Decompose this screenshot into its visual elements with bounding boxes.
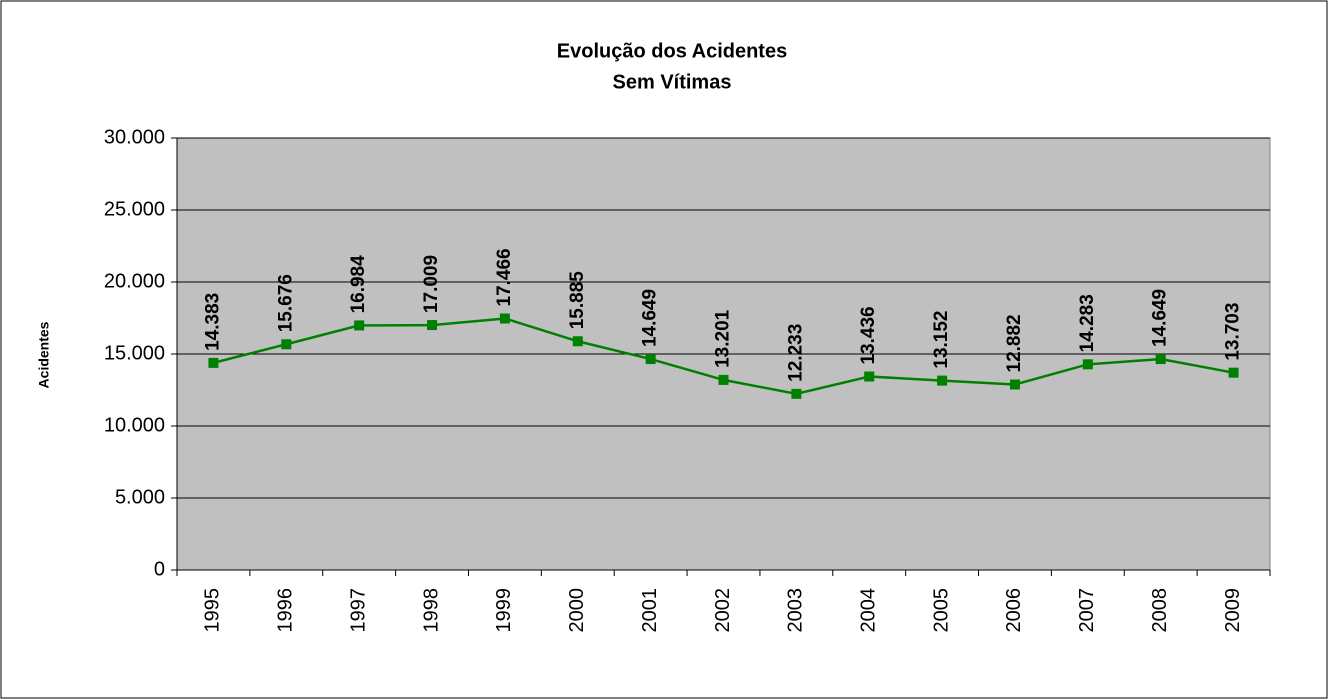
- y-tick-label: 20.000: [104, 270, 165, 292]
- marker: [281, 339, 292, 350]
- marker: [937, 375, 948, 386]
- x-tick-label: 2009: [1222, 588, 1244, 633]
- x-tick-label: 1997: [347, 588, 369, 633]
- data-label: 17.009: [421, 255, 442, 313]
- chart-subtitle: Sem Vítimas: [613, 71, 732, 93]
- y-tick-label: 10.000: [104, 414, 165, 436]
- data-label: 14.649: [1150, 289, 1171, 347]
- x-tick-label: 2006: [1003, 588, 1025, 633]
- x-tick-label: 2004: [858, 588, 880, 633]
- x-tick-label: 2003: [785, 588, 807, 633]
- y-tick-label: 25.000: [104, 198, 165, 220]
- y-tick-label: 15.000: [104, 342, 165, 364]
- data-label: 13.436: [858, 306, 879, 364]
- marker: [864, 371, 875, 382]
- x-tick-label: 2008: [1149, 588, 1171, 633]
- marker: [1228, 367, 1239, 378]
- marker: [208, 357, 219, 368]
- marker: [1009, 379, 1020, 390]
- data-label: 13.703: [1223, 303, 1244, 361]
- data-label: 13.152: [931, 310, 952, 368]
- data-label: 12.233: [785, 324, 806, 382]
- x-tick-label: 1999: [493, 588, 515, 633]
- data-label: 15.676: [275, 274, 296, 332]
- y-tick-label: 0: [154, 558, 165, 580]
- x-tick-label: 1996: [275, 588, 297, 633]
- data-label: 16.984: [348, 255, 369, 314]
- x-tick-label: 2005: [930, 588, 952, 633]
- x-tick-label: 2000: [566, 588, 588, 633]
- marker: [718, 374, 729, 385]
- data-label: 17.466: [494, 248, 515, 306]
- data-label: 12.882: [1004, 314, 1025, 372]
- marker: [354, 320, 365, 331]
- marker: [791, 388, 802, 399]
- y-axis-label: Acidentes: [36, 321, 52, 388]
- y-tick-label: 30.000: [104, 126, 165, 148]
- x-tick-label: 1995: [202, 588, 224, 633]
- x-tick-label: 1998: [420, 588, 442, 633]
- data-label: 14.383: [202, 293, 223, 351]
- x-tick-label: 2002: [712, 588, 734, 633]
- data-label: 14.283: [1077, 294, 1098, 352]
- x-tick-label: 2001: [639, 588, 661, 633]
- chart-title: Evolução dos Acidentes: [557, 40, 787, 62]
- marker: [499, 313, 510, 324]
- data-label: 13.201: [713, 309, 734, 368]
- marker: [1082, 359, 1093, 370]
- marker: [572, 336, 583, 347]
- marker: [1155, 354, 1166, 365]
- y-tick-label: 5.000: [115, 486, 165, 508]
- marker: [427, 320, 438, 331]
- x-tick-label: 2007: [1076, 588, 1098, 633]
- data-label: 14.649: [640, 289, 661, 347]
- data-label: 15.885: [567, 271, 588, 330]
- marker: [645, 354, 656, 365]
